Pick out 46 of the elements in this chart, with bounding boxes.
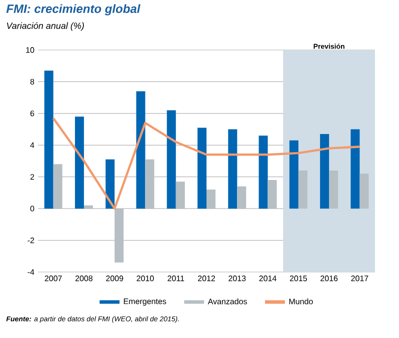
- bar: [166, 110, 176, 209]
- bar: [360, 174, 369, 209]
- bar: [268, 180, 277, 209]
- bar: [298, 170, 308, 209]
- bar: [258, 136, 268, 209]
- x-tick-label: 2010: [136, 276, 154, 282]
- x-tick-label: 2013: [228, 276, 246, 282]
- x-tick-label: 2016: [320, 276, 338, 282]
- bar: [350, 129, 360, 209]
- chart-title: FMI: crecimiento global: [6, 4, 140, 16]
- bar: [228, 129, 238, 209]
- y-tick-label: 2: [30, 174, 34, 180]
- x-tick-label: 2015: [290, 276, 307, 282]
- bar: [237, 186, 246, 209]
- y-tick-label: 4: [30, 142, 34, 148]
- bar: [74, 116, 84, 209]
- y-tick-label: 0: [30, 206, 34, 212]
- bar: [106, 159, 115, 209]
- legend-label: Avanzados: [208, 298, 247, 304]
- x-tick-label: 2017: [351, 276, 368, 282]
- x-tick-label: 2012: [198, 276, 215, 282]
- y-tick-label: 6: [30, 110, 34, 116]
- x-tick-label: 2014: [259, 276, 276, 282]
- bar: [114, 208, 124, 262]
- x-tick-label: 2007: [44, 276, 62, 282]
- y-tick-label: -4: [28, 269, 34, 275]
- x-tick-label: 2009: [106, 276, 124, 282]
- y-tick-label: 8: [30, 78, 34, 85]
- legend-label: Mundo: [289, 298, 313, 304]
- x-tick-label: 2011: [168, 276, 184, 282]
- legend-label: Emergentes: [124, 298, 166, 306]
- chart-subtitle: Variación anual (%): [6, 22, 84, 31]
- x-tick-label: 2008: [75, 276, 92, 282]
- y-tick-label: 10: [26, 47, 34, 53]
- bar: [176, 182, 185, 209]
- bar: [84, 205, 93, 209]
- bar: [136, 91, 146, 209]
- bar: [329, 170, 338, 209]
- y-tick-label: -2: [28, 237, 34, 244]
- bar: [53, 164, 62, 209]
- bar: [44, 70, 54, 209]
- bar: [320, 134, 330, 209]
- bar: [206, 190, 216, 209]
- bar: [198, 128, 206, 209]
- bar: [289, 140, 298, 209]
- bar: [145, 159, 154, 209]
